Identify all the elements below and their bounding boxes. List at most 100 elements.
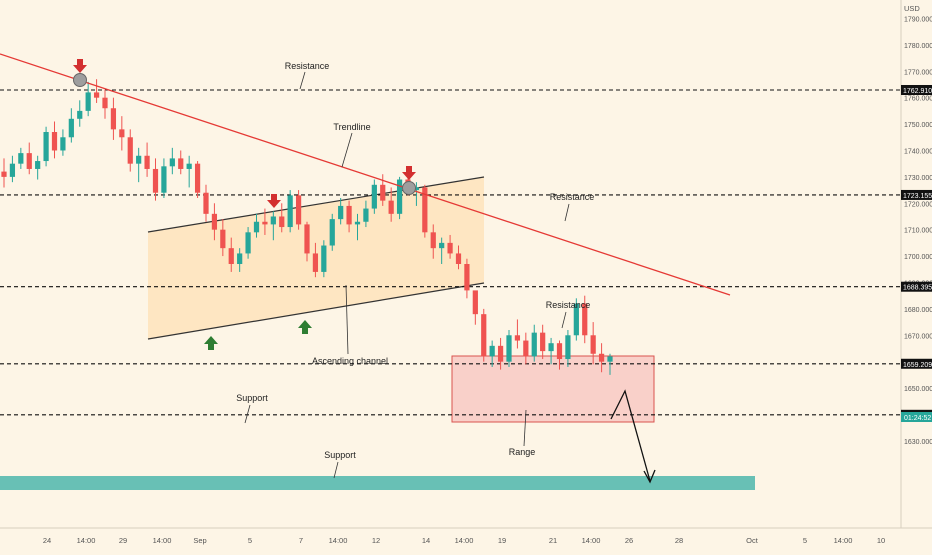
- candle-body: [43, 132, 49, 162]
- y-tick-label: 1700.000: [904, 254, 932, 261]
- candle-body: [144, 155, 150, 169]
- candle-body: [363, 208, 369, 222]
- candle-body: [77, 110, 83, 119]
- support-arrows: [204, 320, 312, 350]
- candle-body: [270, 216, 276, 225]
- x-tick-label: 24: [43, 536, 51, 545]
- candle-body: [439, 242, 445, 249]
- candle-body: [279, 216, 285, 228]
- candle-body: [18, 153, 24, 164]
- x-tick-label: 14:00: [582, 536, 601, 545]
- candle-body: [464, 264, 470, 291]
- candle-body: [598, 353, 605, 362]
- resistance-arrows: [73, 59, 416, 208]
- candle-body: [422, 187, 428, 233]
- x-tick-label: 26: [625, 536, 633, 545]
- level-price-tag-label: 1723.155: [903, 193, 932, 200]
- y-tick-label: 1770.000: [904, 69, 932, 76]
- level-price-tag: [901, 281, 932, 292]
- projection-path: [610, 389, 651, 482]
- candle-body: [481, 314, 487, 357]
- y-tick-label: 1650.000: [904, 386, 932, 393]
- candle-body: [607, 356, 613, 362]
- pointer-line: [523, 409, 527, 447]
- pointer-line: [333, 461, 339, 479]
- candle-body: [514, 335, 521, 341]
- support-zone[interactable]: [0, 476, 755, 490]
- candle-body: [102, 97, 108, 109]
- up-arrow-icon: [298, 320, 312, 334]
- candle-body: [582, 303, 588, 336]
- x-tick-label: 12: [372, 536, 380, 545]
- x-tick-label: 14:00: [153, 536, 172, 545]
- y-tick-label: 1760.000: [904, 96, 932, 103]
- candle-body: [51, 132, 58, 151]
- horizontal-levels: [0, 89, 901, 416]
- channel-upper-line[interactable]: [147, 176, 485, 233]
- level-price-tag: [901, 84, 932, 95]
- candle-body: [35, 161, 41, 169]
- candle-body: [1, 171, 7, 177]
- range-box[interactable]: [451, 355, 655, 423]
- candle-body: [245, 232, 251, 254]
- candle-body: [371, 184, 377, 209]
- candle-body: [211, 213, 218, 230]
- down-arrow-icon: [267, 194, 281, 208]
- x-tick-label: 14:00: [455, 536, 474, 545]
- pointer-line: [561, 311, 567, 329]
- candlestick-series: [1, 79, 613, 375]
- candle-body: [304, 224, 310, 254]
- annotation-range: Range: [509, 447, 536, 457]
- candle-body: [506, 335, 512, 362]
- pointer-line: [564, 203, 570, 222]
- up-arrow-icon: [204, 336, 218, 350]
- x-tick-label: Sep: [193, 536, 206, 545]
- y-tick-label: 1670.000: [904, 333, 932, 340]
- currency-label: USD: [904, 4, 920, 13]
- candle-body: [590, 335, 596, 354]
- annotation-labels: Resistance Trendline Resistance Resistan…: [236, 61, 594, 460]
- trendline-touch-marker: [73, 73, 87, 87]
- candle-body: [523, 340, 529, 357]
- x-tick-label: 14:00: [329, 536, 348, 545]
- descending-trendline[interactable]: [0, 53, 731, 296]
- candle-body: [119, 129, 125, 138]
- y-tick-label: 1730.000: [904, 175, 932, 182]
- trendline-touch-marker: [402, 181, 416, 195]
- y-tick-label: 1710.000: [904, 228, 932, 235]
- candle-body: [203, 192, 209, 214]
- candle-body: [295, 195, 302, 225]
- candle-body: [110, 108, 117, 130]
- time-axis[interactable]: 24 14:00 29 14:00 Sep 5 7 14:00 12 14 14…: [43, 536, 885, 545]
- candle-body: [237, 253, 243, 264]
- y-tick-label: 1680.000: [904, 307, 932, 314]
- y-tick-label: 1630.000: [904, 439, 932, 446]
- level-price-tag: [901, 358, 932, 369]
- y-tick-label: 1740.000: [904, 148, 932, 155]
- candle-body: [346, 205, 352, 225]
- candle-body: [565, 335, 571, 360]
- x-tick-label: 5: [803, 536, 807, 545]
- candle-body: [178, 158, 184, 169]
- candle-body: [220, 229, 226, 249]
- level-price-tag-label: 1659.209: [903, 362, 932, 369]
- x-tick-label: 7: [299, 536, 303, 545]
- pointer-line: [341, 132, 353, 168]
- candle-body: [430, 232, 436, 249]
- down-arrow-icon: [402, 166, 416, 180]
- x-tick-label: 10: [877, 536, 885, 545]
- candle-body: [548, 343, 554, 352]
- annotation-support-upper: Support: [236, 393, 268, 403]
- candle-body: [380, 184, 386, 201]
- channel-lower-line[interactable]: [147, 282, 485, 340]
- candle-body: [253, 221, 260, 233]
- candle-body: [489, 345, 495, 357]
- annotation-trendline: Trendline: [333, 122, 370, 132]
- candle-body: [262, 221, 268, 225]
- candle-body: [136, 155, 142, 164]
- candle-body: [194, 163, 201, 193]
- candle-body: [540, 332, 546, 352]
- y-tick-label: 1720.000: [904, 201, 932, 208]
